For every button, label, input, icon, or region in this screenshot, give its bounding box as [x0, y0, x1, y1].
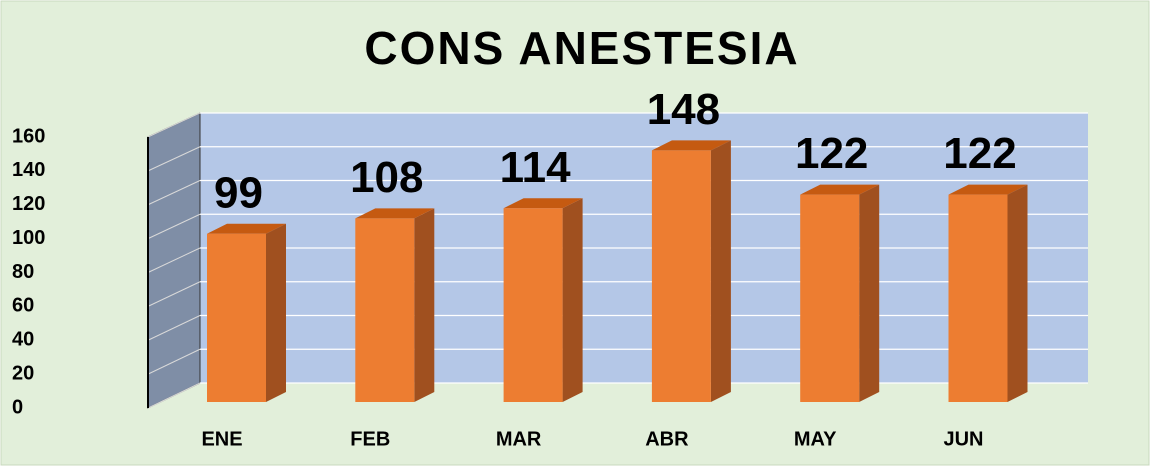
y-tick-label: 120 — [12, 193, 45, 215]
bar-side — [710, 140, 731, 402]
x-tick-label: ABR — [645, 428, 689, 450]
y-tick-label: 160 — [12, 125, 45, 147]
bar-side — [1007, 184, 1028, 402]
x-tick-label: FEB — [350, 428, 390, 450]
data-label: 122 — [795, 129, 868, 178]
bar — [800, 194, 860, 402]
bar — [355, 218, 415, 402]
bar-top — [503, 198, 583, 209]
bar-top — [355, 208, 435, 219]
bar — [503, 208, 563, 402]
x-tick-label: JUN — [943, 428, 983, 450]
y-tick-label: 140 — [12, 159, 45, 181]
x-tick-label: ENE — [201, 428, 242, 450]
grid-line — [147, 348, 201, 375]
y-tick-label: 0 — [12, 396, 23, 418]
chart-title: CONS ANESTESIA — [364, 22, 799, 74]
grid-line — [147, 315, 201, 341]
bar-side — [562, 198, 583, 402]
y-tick-label: 40 — [12, 329, 34, 351]
bar-top — [207, 223, 286, 234]
grid-line — [147, 146, 201, 172]
y-tick-label: 20 — [12, 362, 34, 384]
grid-line — [147, 247, 201, 273]
grid-line — [147, 281, 201, 307]
bar-top — [948, 184, 1028, 195]
grid-line — [147, 112, 201, 138]
data-label: 122 — [943, 129, 1016, 178]
data-label: 99 — [214, 168, 263, 217]
data-label: 148 — [647, 85, 720, 134]
bar-side — [266, 223, 286, 402]
bar — [948, 194, 1008, 402]
y-tick-label: 60 — [12, 295, 34, 317]
grid-line — [147, 382, 201, 409]
x-tick-label: MAR — [496, 428, 542, 450]
grid-line — [147, 180, 201, 206]
bar — [651, 150, 711, 402]
y-tick-label: 100 — [12, 227, 45, 249]
y-tick-label: 80 — [12, 261, 34, 283]
x-tick-label: MAY — [794, 428, 837, 450]
bar — [207, 233, 266, 402]
bar-top — [800, 184, 880, 195]
bar-side — [414, 208, 435, 402]
bar-side — [859, 184, 880, 402]
data-label: 114 — [500, 143, 572, 192]
data-label: 108 — [350, 153, 423, 202]
bar-top — [651, 140, 731, 151]
grid-line — [147, 213, 201, 240]
